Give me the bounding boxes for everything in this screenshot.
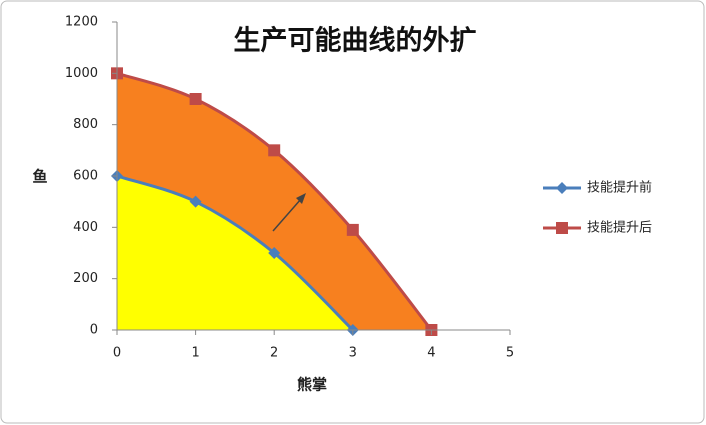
y-tick-label: 600 <box>73 169 98 184</box>
marker <box>556 182 568 194</box>
arrow-shaft <box>272 198 302 232</box>
legend-label: 技能提升后 <box>587 220 652 236</box>
x-tick-label: 2 <box>270 346 278 361</box>
marker <box>268 144 281 157</box>
marker <box>556 222 568 234</box>
x-tick-label: 0 <box>113 346 121 361</box>
legend-label: 技能提升前 <box>587 180 652 196</box>
y-tick-label: 0 <box>90 323 98 338</box>
y-tick-label: 400 <box>73 220 98 235</box>
x-tick-label: 5 <box>506 346 514 361</box>
series-line <box>116 174 354 332</box>
y-tick-label: 1000 <box>65 66 98 81</box>
y-axis-label: 鱼 <box>32 168 47 186</box>
chart-title: 生产可能曲线的外扩 <box>234 25 477 57</box>
y-tick-label: 1200 <box>65 15 98 30</box>
area-fill <box>117 176 353 330</box>
x-tick-label: 3 <box>349 346 357 361</box>
x-tick-label: 4 <box>427 346 435 361</box>
x-axis-label: 熊掌 <box>297 376 327 394</box>
x-tick-label: 1 <box>191 346 199 361</box>
y-tick-label: 200 <box>73 271 98 286</box>
marker <box>268 247 281 259</box>
marker <box>189 195 202 208</box>
marker <box>346 223 359 236</box>
plot-area <box>111 67 438 336</box>
shift-arrow <box>272 193 306 232</box>
marker <box>189 93 202 105</box>
arrow-head <box>296 193 306 204</box>
y-tick-label: 800 <box>73 117 98 132</box>
